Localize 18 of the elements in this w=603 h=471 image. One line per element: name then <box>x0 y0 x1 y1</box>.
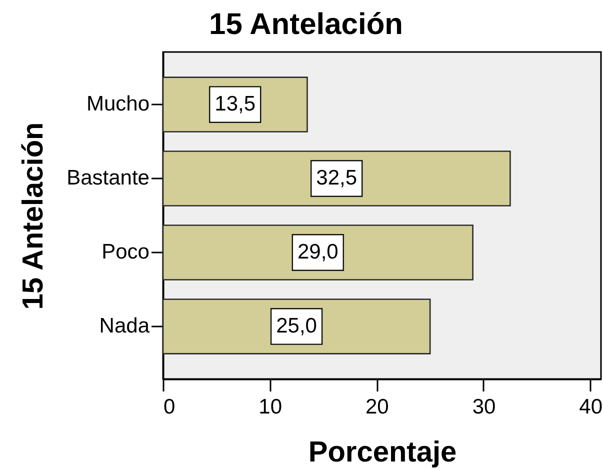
x-axis-title: Porcentaje <box>308 436 457 468</box>
y-tick-label: Nada <box>99 314 150 338</box>
x-tick-label: 30 <box>472 396 496 418</box>
bar <box>162 150 511 206</box>
data-label: 25,0 <box>276 314 317 338</box>
x-tick-label: 0 <box>164 396 176 418</box>
data-label: 32,5 <box>316 166 358 190</box>
y-tick-label: Poco <box>102 240 150 264</box>
y-tick-label: Mucho <box>86 92 150 116</box>
y-axis-title: 15 Antelación <box>18 122 50 310</box>
x-tick-label: 20 <box>365 396 389 418</box>
x-tick-label: 40 <box>579 396 602 418</box>
bar <box>162 224 474 280</box>
x-tick-label: 10 <box>258 396 282 418</box>
data-label: 13,5 <box>214 92 256 116</box>
data-label: 29,0 <box>297 240 338 264</box>
chart-title: 15 Antelación <box>209 8 403 41</box>
y-tick-label: Bastante <box>66 166 150 190</box>
